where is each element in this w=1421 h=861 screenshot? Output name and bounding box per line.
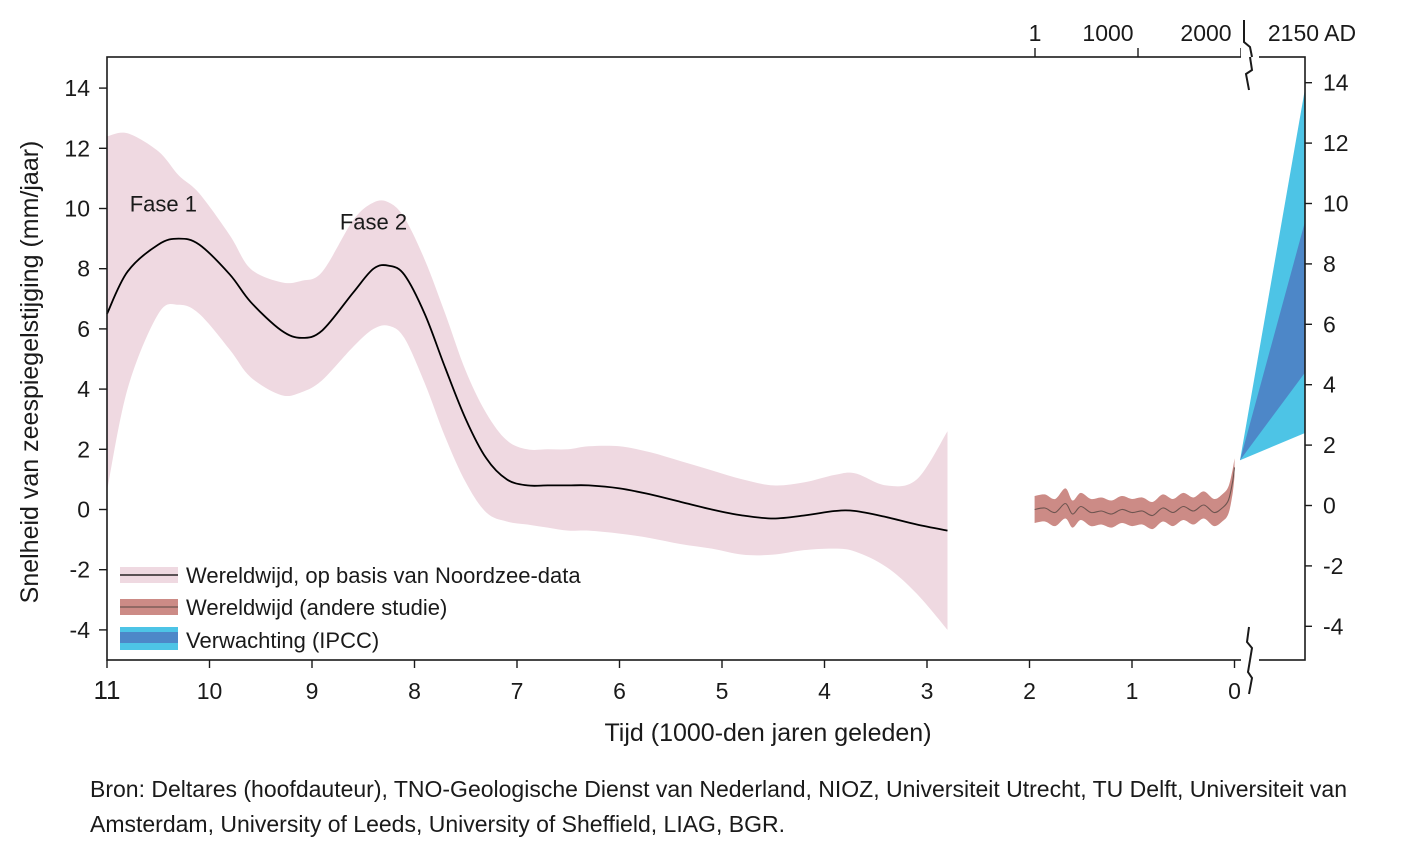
legend-item-other-study: Wereldwijd (andere studie) [120,595,447,620]
x-tick-label: 9 [306,678,319,704]
plot-frame [106,56,1306,661]
band-other-study [1034,458,1235,530]
annotation-fase-1: Fase 1 [130,192,197,217]
x-tick-label: 4 [818,678,831,704]
source-note: Bron: Deltares (hoofdauteur), TNO-Geolog… [90,776,1347,837]
legend-swatch-ipcc-inner [120,632,178,643]
axis-break-bottom [1241,626,1259,695]
x-tick-label: 7 [511,678,524,704]
y-tick-label-left: -2 [70,557,90,583]
x-tick-label: 10 [197,678,223,704]
x-tick-label: 2 [1023,678,1036,704]
legend-item-global: Wereldwijd, op basis van Noordzee-data [120,563,581,588]
y-tick-label-right: 4 [1323,372,1336,398]
x-tick-label: 3 [921,678,934,704]
y-tick-label-left: 0 [77,497,90,523]
annotation-fase-2: Fase 2 [340,210,407,235]
legend-label-global: Wereldwijd, op basis van Noordzee-data [186,563,581,588]
y-tick-label-left: 14 [64,75,90,101]
x-tick-label: 11 [94,675,121,705]
legend: Wereldwijd, op basis van Noordzee-data W… [120,563,581,653]
legend-label-ipcc: Verwachting (IPCC) [186,628,379,653]
y-tick-label-right: -2 [1323,553,1343,579]
y-tick-label-right: 10 [1323,191,1349,217]
y-tick-label-right: 12 [1323,130,1349,156]
ipcc-likely-range [1240,221,1305,461]
x-tick-label: 0 [1228,678,1241,704]
y-tick-label-right: 0 [1323,493,1336,519]
axis-break-top [1241,20,1259,91]
x-tick-label: 6 [613,678,626,704]
y-tick-label-right: 14 [1323,70,1349,96]
y-tick-label-left: 6 [77,316,90,342]
x-tick-label: 8 [408,678,421,704]
legend-item-ipcc: Verwachting (IPCC) [120,627,379,653]
band-global-north-sea [107,132,948,630]
y-tick-label-left: 4 [77,376,90,402]
line-global-north-sea [106,237,948,532]
x-axis-title: Tijd (1000-den jaren geleden) [604,719,931,747]
y-tick-label-left: 10 [64,196,90,222]
top-tick-label: 1 [1029,20,1042,46]
top-tick-label: 2000 [1180,20,1231,46]
x-tick-label: 1 [1126,678,1139,704]
y-tick-label-right: 2 [1323,432,1336,458]
y-tick-label-right: -4 [1323,613,1344,639]
y-axis-title: Snelheid van zeespiegelstijging (mm/jaar… [16,141,44,604]
top-tick-label: 2150 AD [1268,20,1356,46]
x-tick-label: 5 [716,678,729,704]
top-tick-label: 1000 [1082,20,1133,46]
y-tick-label-left: 8 [77,256,90,282]
y-tick-label-left: 2 [77,436,90,462]
data-lines [106,237,1236,532]
y-tick-label-right: 8 [1323,251,1336,277]
uncertainty-bands [107,88,1305,630]
line-other-study [1034,467,1236,517]
legend-label-other-study: Wereldwijd (andere studie) [186,595,447,620]
y-tick-label-left: -4 [70,617,91,643]
y-tick-label-left: 12 [64,135,90,161]
y-tick-label-right: 6 [1323,311,1336,337]
